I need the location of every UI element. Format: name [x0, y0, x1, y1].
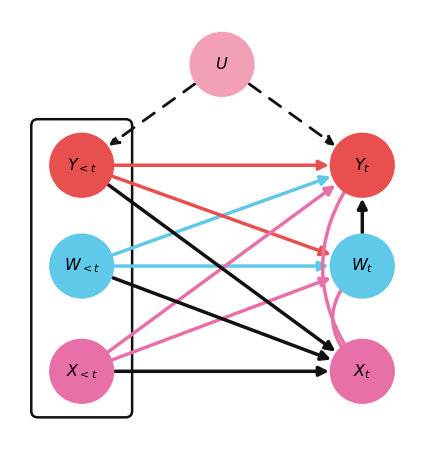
Circle shape — [50, 134, 113, 197]
Circle shape — [50, 235, 113, 298]
FancyArrowPatch shape — [113, 278, 328, 359]
Text: $W_{<t}$: $W_{<t}$ — [63, 257, 100, 275]
FancyArrowPatch shape — [249, 84, 333, 144]
Circle shape — [331, 340, 394, 403]
Text: $Y_t$: $Y_t$ — [354, 156, 371, 175]
FancyArrowPatch shape — [113, 177, 327, 255]
Circle shape — [50, 340, 113, 403]
FancyArrowPatch shape — [115, 161, 325, 169]
FancyArrowPatch shape — [113, 278, 328, 359]
FancyArrowPatch shape — [108, 185, 332, 349]
Text: $W_t$: $W_t$ — [351, 257, 373, 275]
Circle shape — [331, 235, 394, 298]
FancyArrowPatch shape — [115, 367, 325, 375]
Text: $Y_{<t}$: $Y_{<t}$ — [67, 156, 97, 175]
Text: $U$: $U$ — [215, 56, 229, 73]
FancyArrowPatch shape — [113, 176, 327, 255]
FancyArrowPatch shape — [333, 274, 357, 366]
FancyArrowPatch shape — [358, 202, 366, 233]
FancyArrowPatch shape — [115, 262, 325, 270]
Circle shape — [331, 134, 394, 197]
Text: $X_{<t}$: $X_{<t}$ — [66, 362, 98, 381]
FancyArrowPatch shape — [111, 84, 195, 144]
Circle shape — [190, 33, 254, 96]
FancyArrowPatch shape — [323, 174, 358, 365]
FancyBboxPatch shape — [31, 119, 132, 417]
FancyArrowPatch shape — [108, 187, 332, 352]
Text: $X_t$: $X_t$ — [353, 362, 372, 381]
